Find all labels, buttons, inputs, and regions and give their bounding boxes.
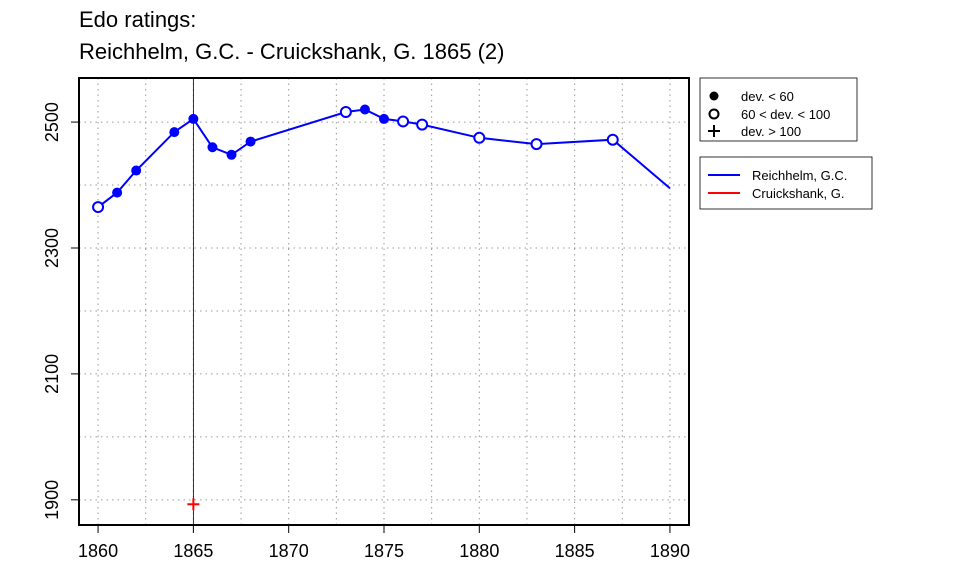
data-point-0-6 <box>226 149 237 160</box>
data-point-0-7 <box>245 136 256 147</box>
data-point-0-12 <box>416 118 429 131</box>
data-point-0-4 <box>188 113 199 124</box>
grid-lines <box>79 78 689 525</box>
data-point-0-5 <box>207 142 218 153</box>
y-tick-label-3: 2500 <box>42 102 62 142</box>
legend-plus-icon <box>708 125 720 137</box>
legend-series-label-0: Reichhelm, G.C. <box>752 168 847 183</box>
series-line-0 <box>97 108 671 208</box>
data-point-0-0 <box>92 201 105 214</box>
data-point-1-0 <box>187 498 200 511</box>
data-point-0-3 <box>169 127 180 138</box>
y-tick-label-2: 2300 <box>42 228 62 268</box>
y-tick-label-0: 1900 <box>42 480 62 520</box>
marker-legend-box <box>699 77 858 142</box>
legend-filled-circle-icon <box>709 91 719 101</box>
x-axis: 1860 1865 1870 1875 1880 1885 1890 <box>78 525 690 561</box>
series-lines <box>97 108 671 208</box>
y-tick-label-1: 2100 <box>42 354 62 394</box>
data-point-0-9 <box>359 104 370 115</box>
series-legend: Reichhelm, G.C. Cruickshank, G. <box>699 156 873 210</box>
series-points <box>92 104 619 511</box>
y-axis: 1900 2100 2300 2500 <box>42 102 79 520</box>
legend-marker-label-1: 60 < dev. < 100 <box>741 107 830 122</box>
data-point-0-8 <box>339 105 352 118</box>
x-tick-label-5: 1885 <box>555 541 595 561</box>
x-tick-label-2: 1870 <box>269 541 309 561</box>
data-point-0-11 <box>397 115 410 128</box>
x-tick-label-3: 1875 <box>364 541 404 561</box>
legend-series-label-1: Cruickshank, G. <box>752 186 844 201</box>
data-point-0-13 <box>473 131 486 144</box>
chart-title-line-2: Reichhelm, G.C. - Cruickshank, G. 1865 (… <box>79 39 505 64</box>
data-point-0-10 <box>379 113 389 124</box>
chart-title-line-1: Edo ratings: <box>79 7 197 32</box>
x-tick-label-4: 1880 <box>459 541 499 561</box>
data-point-0-15 <box>606 133 619 146</box>
x-tick-label-1: 1865 <box>173 541 213 561</box>
x-tick-label-0: 1860 <box>78 541 118 561</box>
marker-legend: dev. < 60 60 < dev. < 100 dev. > 100 <box>699 77 858 142</box>
legend-open-circle-icon <box>708 108 720 120</box>
x-tick-label-6: 1890 <box>650 541 690 561</box>
series-legend-box <box>699 156 873 210</box>
data-point-0-2 <box>131 165 142 176</box>
legend-marker-label-2: dev. > 100 <box>741 124 801 139</box>
data-point-0-14 <box>530 138 543 151</box>
data-point-0-1 <box>112 187 123 198</box>
legend-marker-label-0: dev. < 60 <box>741 89 794 104</box>
